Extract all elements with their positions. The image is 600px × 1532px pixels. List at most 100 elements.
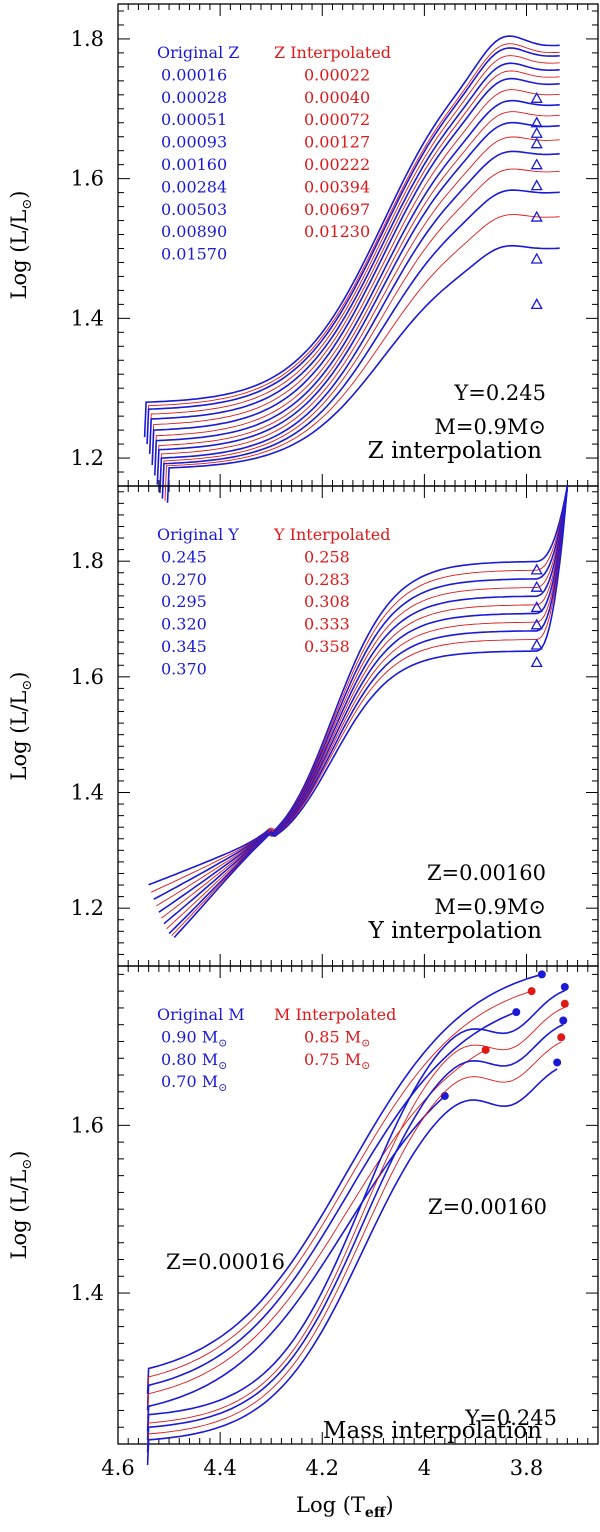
y-tick-label: 1.4	[71, 1281, 104, 1305]
legend-interpolated-title: Y Interpolated	[273, 525, 391, 544]
series-Y=0.345	[168, 485, 569, 935]
series-Y=0.370	[173, 485, 569, 939]
legend-original-value: 0.00093	[161, 133, 227, 152]
end-point	[557, 1033, 566, 1042]
x-axis-label-sub: eff	[365, 1505, 387, 1521]
end-point	[553, 1058, 562, 1067]
legend-original-value: 0.00890	[161, 222, 227, 241]
y-axis-label-main: Log (L/L	[7, 210, 31, 300]
data-marker	[530, 298, 543, 310]
series-Y=0.358	[171, 485, 568, 937]
data-marker	[530, 116, 543, 128]
legend-interpolated-value: 0.333	[304, 615, 350, 634]
legend-interpolated-value: 0.00222	[304, 155, 370, 174]
y-axis-label-close: )	[7, 672, 31, 680]
series-Y=0.245	[148, 485, 569, 886]
x-tick-label: 4.2	[306, 1456, 339, 1480]
y-axis-label-sun: ⊙	[20, 199, 35, 210]
series-Z=0.00160-M=0.80	[146, 1023, 564, 1453]
data-marker	[530, 563, 543, 575]
legend-original-value: 0.00028	[161, 88, 227, 107]
series-Z=0.00040	[149, 55, 560, 450]
y-axis-label-main: Log (L/L	[7, 691, 31, 781]
data-marker	[530, 618, 543, 630]
x-tick-label: 4	[418, 1456, 431, 1480]
y-axis-label-close: )	[7, 191, 31, 199]
legend-original-value: 0.00160	[161, 155, 227, 174]
y-tick-label: 1.6	[71, 665, 104, 689]
end-point	[559, 1016, 568, 1025]
y-tick-label: 1.2	[71, 446, 104, 470]
end-point	[560, 999, 569, 1008]
panel-title: Y interpolation	[368, 918, 543, 944]
y-axis-label: Log (L/L⊙)	[7, 1151, 35, 1260]
data-marker	[530, 126, 543, 138]
series-Z=0.00022	[146, 43, 560, 441]
series-Z=0.00394	[159, 136, 560, 489]
legend-original-value: 0.295	[161, 592, 207, 611]
end-point	[512, 1008, 521, 1017]
end-point	[440, 1091, 449, 1100]
legend-interpolated-value: 0.00697	[304, 200, 370, 219]
series-Y=0.258	[151, 485, 568, 893]
x-tick-label: 4.6	[101, 1456, 134, 1480]
series-Z=0.00051	[148, 62, 560, 454]
end-point	[481, 1045, 490, 1054]
legend-original-value: 0.00016	[161, 65, 227, 84]
x-axis-label-close: )	[385, 1493, 393, 1517]
data-marker	[530, 252, 543, 264]
series-Y=0.320	[163, 485, 569, 925]
group-label-z-high: Z=0.00160	[428, 1195, 547, 1219]
y-tick-label: 1.8	[71, 27, 104, 51]
legend-interpolated-value: 0.258	[304, 547, 350, 566]
legend-original-title: Original Y	[157, 525, 239, 544]
series-Z=0.00127	[154, 89, 560, 471]
series-Y=0.333	[166, 485, 568, 930]
panel-2: 1.2 1.4 1.6 1.8 Log (L/L⊙) Original Y Y Interp…	[7, 485, 599, 967]
series-Z=0.00160-M=0.70	[146, 1068, 558, 1466]
legend-original-value: 0.00051	[161, 110, 227, 129]
data-marker	[530, 137, 543, 149]
param-label: Y=0.245	[464, 1406, 557, 1430]
series-Z=0.00222	[156, 111, 560, 481]
y-axis-label-sun: ⊙	[20, 680, 35, 691]
data-marker	[530, 91, 543, 103]
y-axis-label-sun: ⊙	[20, 1159, 35, 1170]
data-marker	[530, 179, 543, 191]
end-point	[527, 987, 536, 996]
legend-interpolated-value: 0.00072	[304, 110, 370, 129]
series-Z=0.00016-M=0.85	[147, 990, 532, 1403]
legend-interpolated-value: 0.85 M⊙	[304, 1027, 370, 1049]
data-marker	[530, 638, 543, 650]
panel-1: 1.2 1.4 1.6 1.8 Log (L/L⊙) Original Z Z Interp…	[7, 3, 599, 503]
y-tick-label: 1.2	[71, 896, 104, 920]
legend-original-value: 0.370	[161, 659, 207, 678]
legend-original-value: 0.345	[161, 637, 207, 656]
series-Y=0.295	[158, 485, 569, 913]
legend-original-title: Original M	[157, 1005, 245, 1024]
x-tick-label: 3.8	[510, 1456, 543, 1480]
svg-text:Log (Teff): Log (Teff)	[296, 1493, 394, 1521]
panel-3: 1.4 1.6 Log (L/L⊙) Z=0.00016 Z=0.00160 Origin…	[7, 965, 599, 1466]
panel-title: Z interpolation	[368, 438, 542, 464]
panel-frame	[117, 965, 599, 1445]
series-Z=0.00072	[151, 70, 560, 460]
legend-interpolated-value: 0.00394	[304, 177, 370, 196]
legend-original-value: 0.01570	[161, 245, 227, 264]
legend-interpolated-value: 0.00127	[304, 133, 370, 152]
y-axis-label-close: )	[7, 1151, 31, 1159]
y-tick-label: 1.8	[71, 549, 104, 573]
end-point	[537, 970, 546, 979]
series-Y=0.270	[153, 485, 569, 900]
legend-interpolated-value: 0.75 M⊙	[304, 1050, 370, 1072]
legend-original-value: 0.80 M⊙	[161, 1050, 227, 1072]
y-axis-label-main: Log (L/L	[7, 1170, 31, 1260]
data-marker	[530, 210, 543, 222]
legend-original-value: 0.00284	[161, 177, 227, 196]
x-axis-label: Log (Teff)	[296, 1493, 394, 1521]
series-Z=0.00160	[154, 99, 560, 476]
param-label: M=0.9M⊙	[434, 415, 546, 439]
legend: Original Y Y Interpolated 0.245 0.270 0.295 0…	[157, 525, 391, 678]
x-axis-label-main: Log (T	[296, 1493, 365, 1517]
